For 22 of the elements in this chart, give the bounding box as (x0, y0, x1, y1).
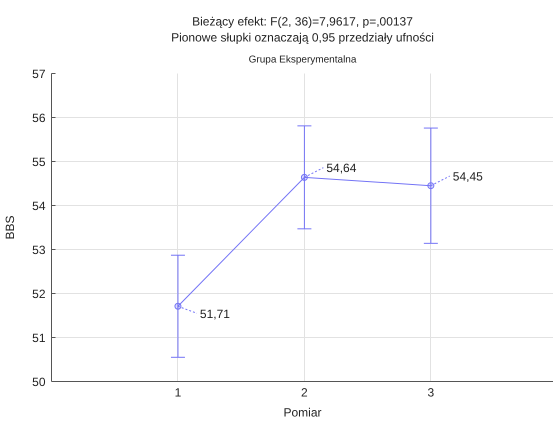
data-label: 54,45 (452, 170, 484, 184)
y-tick-label: 50 (32, 375, 46, 389)
x-axis-title: Pomiar (283, 406, 322, 420)
x-tick-label: 3 (428, 386, 435, 400)
data-label: 51,71 (200, 306, 230, 321)
x-tick-label: 2 (301, 386, 308, 400)
text: Grupa Eksperymentalna (248, 54, 357, 66)
chart-title: Bieżący efekt: F(2, 36)=7,9617, p=,00137 (192, 14, 414, 28)
chart-subtitle: Pionowe słupki oznaczają 0,95 przedziały ufności (171, 30, 434, 44)
y-tick-label: 51 (32, 331, 46, 345)
x-tick-label: 1 (174, 386, 182, 400)
data-label: 54,64 (326, 161, 357, 176)
y-tick-label: 52 (32, 287, 46, 301)
y-axis-title: BBS (3, 215, 18, 240)
y-tick-label: 54 (32, 199, 46, 213)
y-tick-label: 56 (32, 111, 46, 125)
y-tick-label: 57 (32, 67, 46, 81)
y-tick-label: 53 (32, 243, 46, 257)
point (174, 302, 182, 310)
point (427, 182, 434, 190)
point (300, 174, 308, 181)
y-tick-label: 55 (32, 155, 46, 169)
